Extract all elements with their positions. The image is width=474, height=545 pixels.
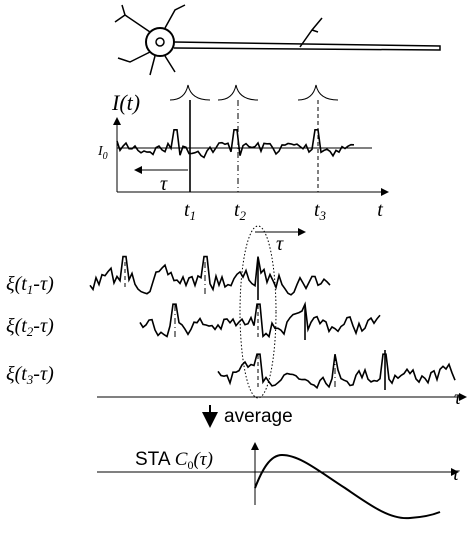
row-sub: 1 — [27, 282, 34, 297]
t: t — [184, 199, 190, 221]
row-pre: ξ(t — [6, 363, 27, 385]
baseline-main: I — [97, 144, 104, 159]
lag-label: τ — [160, 173, 168, 195]
x-label: t — [377, 199, 383, 221]
shift-label: τ — [276, 233, 284, 255]
current-trace — [116, 129, 355, 159]
row-post: -τ) — [33, 363, 54, 385]
y-label: I(t) — [111, 90, 140, 115]
row-sub: 2 — [27, 324, 34, 339]
t: t — [314, 199, 320, 221]
baseline-label: I0 — [97, 144, 108, 162]
row-markers — [124, 262, 386, 390]
row-label: ξ(t1-τ) — [6, 273, 54, 297]
row-label: ξ(t3-τ) — [6, 363, 54, 387]
spikes — [169, 84, 339, 101]
row-post: -τ) — [33, 273, 54, 295]
sta-sub: 0 — [187, 458, 193, 472]
spike-time: t3 — [314, 199, 327, 223]
sta-x-label: τ — [452, 463, 460, 485]
t-sub: 1 — [190, 208, 197, 223]
average-label: average — [224, 406, 293, 427]
t-sub: 2 — [240, 208, 247, 223]
sta-post: (τ) — [193, 449, 212, 470]
sta-curve — [254, 453, 441, 520]
stimulus-trace — [139, 301, 381, 339]
stimulus-trace — [217, 353, 456, 390]
t: t — [234, 199, 240, 221]
neuron — [114, 4, 441, 76]
spike-time: t1 — [184, 199, 196, 223]
row-pre: ξ(t — [6, 273, 27, 295]
sta-pre: STA — [135, 449, 175, 470]
sta-label: STA C0(τ) — [135, 449, 213, 472]
stimulus-trace — [89, 255, 331, 296]
row-pre: ξ(t — [6, 315, 27, 337]
row-post: -τ) — [33, 315, 54, 337]
sta-main: C — [175, 449, 188, 470]
row-sub: 3 — [26, 372, 34, 387]
spike-time: t2 — [234, 199, 247, 223]
alignment-ellipse — [239, 225, 277, 399]
t-sub: 3 — [319, 208, 327, 223]
row-label: ξ(t2-τ) — [6, 315, 54, 339]
baseline-sub: 0 — [103, 151, 108, 162]
stimulus-axis-label: τ — [454, 387, 462, 409]
